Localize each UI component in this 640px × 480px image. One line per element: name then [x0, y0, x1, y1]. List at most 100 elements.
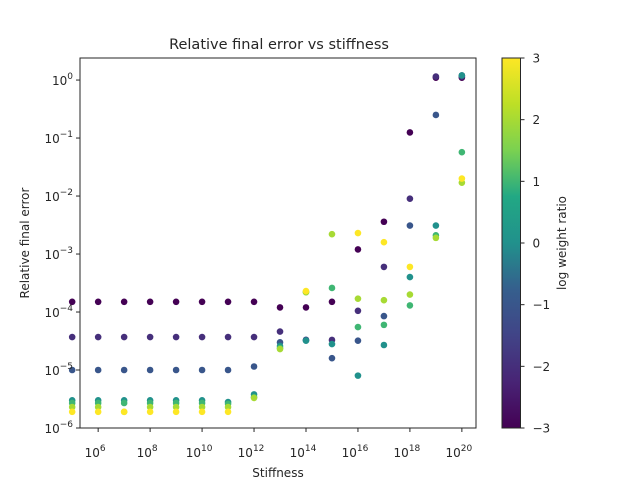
data-point — [250, 363, 258, 370]
data-point — [380, 296, 388, 304]
y-tick-label: 10−5 — [44, 362, 73, 378]
data-point — [406, 273, 414, 281]
colorbar — [501, 57, 521, 429]
data-point — [68, 333, 76, 341]
x-tick-label: 1020 — [445, 444, 472, 460]
data-point — [276, 328, 284, 335]
data-point — [146, 298, 154, 306]
data-point — [68, 403, 76, 411]
y-tick-label: 10−6 — [44, 420, 73, 436]
data-point — [198, 333, 206, 341]
data-point — [380, 263, 388, 271]
data-point — [432, 222, 440, 229]
data-point — [276, 304, 284, 311]
data-point — [146, 403, 154, 411]
x-tick-label: 1016 — [342, 444, 369, 460]
data-point — [94, 298, 102, 306]
colorbar-tick-label: 3 — [533, 52, 541, 66]
data-point — [120, 408, 128, 416]
data-point — [328, 354, 336, 362]
data-point — [224, 366, 232, 374]
data-point — [458, 148, 466, 156]
colorbar-tick-label: −3 — [533, 422, 551, 436]
data-point — [380, 218, 388, 226]
data-point — [354, 323, 362, 331]
data-point — [302, 304, 310, 311]
y-axis-label: Relative final error — [18, 187, 32, 298]
data-point — [68, 408, 76, 416]
y-tick-label: 10−3 — [44, 246, 73, 262]
data-point — [172, 298, 180, 306]
x-tick-label: 1014 — [290, 444, 317, 460]
data-point — [250, 298, 258, 306]
colorbar-tick-label: −2 — [533, 360, 551, 374]
data-point — [380, 312, 388, 320]
data-point — [224, 403, 232, 411]
data-point — [328, 284, 336, 292]
data-point — [172, 408, 180, 416]
data-point — [224, 408, 232, 416]
data-point — [458, 175, 466, 182]
data-point — [172, 403, 180, 411]
x-axis-label: Stiffness — [252, 466, 303, 480]
data-point — [68, 366, 76, 374]
data-point — [302, 287, 310, 295]
data-point — [224, 298, 232, 306]
data-point — [328, 230, 336, 238]
data-points — [68, 72, 466, 416]
data-point — [198, 403, 206, 411]
y-tick-label: 10−2 — [44, 188, 73, 204]
colorbar-ticks: −3 −2 −1 0 1 2 3 — [520, 52, 551, 436]
data-point — [432, 111, 440, 119]
colorbar-tick-label: 0 — [533, 237, 541, 251]
data-point — [354, 337, 362, 345]
data-point — [406, 302, 414, 309]
data-point — [94, 408, 102, 416]
data-point — [406, 129, 414, 136]
data-point — [146, 408, 154, 416]
y-tick-label: 100 — [52, 72, 73, 88]
data-point — [406, 195, 414, 202]
colorbar-tick-label: −1 — [533, 298, 551, 312]
data-point — [120, 333, 128, 341]
data-point — [302, 337, 310, 345]
x-tick-label: 1018 — [394, 444, 421, 460]
data-point — [354, 246, 362, 253]
data-point — [406, 291, 414, 298]
plot-frame — [79, 57, 477, 429]
x-tick-label: 106 — [85, 444, 106, 460]
data-point — [120, 366, 128, 374]
data-point — [94, 333, 102, 341]
data-point — [172, 366, 180, 374]
colorbar-tick-label: 1 — [533, 175, 541, 189]
data-point — [250, 333, 258, 341]
data-point — [198, 366, 206, 374]
data-point — [198, 408, 206, 416]
data-point — [146, 366, 154, 374]
data-point — [432, 234, 440, 242]
data-point — [458, 72, 466, 79]
data-point — [354, 295, 362, 302]
y-axis-ticks: 10−6 10−5 10−4 10−3 10−2 10−1 100 — [44, 72, 80, 436]
data-point — [354, 229, 362, 237]
y-tick-label: 10−1 — [44, 130, 73, 146]
y-tick-label: 10−4 — [44, 304, 73, 320]
x-tick-label: 1012 — [238, 444, 265, 460]
data-point — [380, 238, 388, 246]
data-point — [198, 298, 206, 306]
data-point — [354, 372, 362, 379]
chart-title: Relative final error vs stiffness — [169, 37, 389, 53]
data-point — [146, 333, 154, 341]
data-point — [406, 222, 414, 229]
data-point — [224, 333, 232, 341]
data-point — [120, 298, 128, 306]
data-point — [328, 298, 336, 306]
data-point — [432, 73, 440, 80]
x-tick-label: 108 — [137, 444, 158, 460]
x-tick-label: 1010 — [186, 444, 213, 460]
data-point — [172, 333, 180, 341]
x-axis-ticks: 106 108 1010 1012 1014 1016 1018 1020 — [85, 428, 473, 460]
colorbar-tick-label: 2 — [533, 113, 541, 127]
data-point — [120, 399, 128, 407]
